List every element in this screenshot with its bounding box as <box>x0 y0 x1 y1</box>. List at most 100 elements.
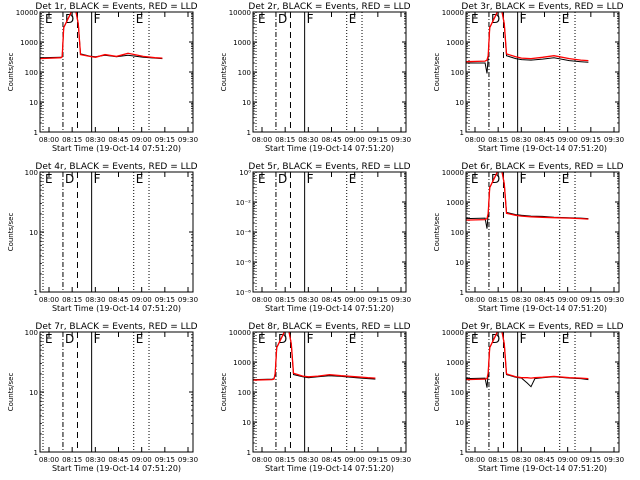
y-tick-label: 1 <box>247 449 251 457</box>
marker-label-E: E <box>45 172 53 186</box>
x-tick-label: 09:00 <box>558 136 578 144</box>
y-axis-label: Counts/sec <box>7 53 15 92</box>
panel-4: Det 4r, BLACK = Events, RED = LLD 1 10 100 0… <box>7 162 198 313</box>
marker-label-E: E <box>562 12 570 26</box>
x-tick-label: 09:00 <box>345 136 365 144</box>
x-tick-label: 09:15 <box>155 456 175 464</box>
y-axis-label: Counts/sec <box>220 373 228 412</box>
marker-label-F: F <box>94 332 101 346</box>
panel-title: Det 1r, BLACK = Events, RED = LLD <box>35 2 197 12</box>
x-tick-label: 08:30 <box>298 296 318 304</box>
x-axis-label: Start Time (19-Oct-14 07:51:20) <box>265 464 394 473</box>
y-axis-label: Counts/sec <box>7 373 15 412</box>
marker-label-D: D <box>278 332 287 346</box>
series-lld <box>466 172 589 221</box>
panel-title: Det 4r, BLACK = Events, RED = LLD <box>35 162 197 172</box>
panel-2: Det 2r, BLACK = Events, RED = LLD 1 10 100 1… <box>220 2 411 153</box>
y-tick-label: 100 <box>451 229 464 237</box>
y-tick-label: 100 <box>238 69 251 77</box>
panel-1: Det 1r, BLACK = Events, RED = LLD 1 10 100 1… <box>7 2 198 153</box>
y-axis-label: Counts/sec <box>433 373 441 412</box>
marker-label-E: E <box>258 332 266 346</box>
y-tick-label: 10000 <box>16 9 38 17</box>
x-tick-label: 08:00 <box>465 296 485 304</box>
y-tick-label: 10⁻⁴ <box>236 229 252 237</box>
y-axis-label: Counts/sec <box>220 53 228 92</box>
marker-label-D: D <box>278 12 287 26</box>
x-tick-label: 08:45 <box>321 456 341 464</box>
y-axis-label: Counts/sec <box>433 213 441 252</box>
x-tick-label: 08:45 <box>321 136 341 144</box>
y-tick-label: 10 <box>242 99 251 107</box>
y-tick-label: 1000 <box>233 39 251 47</box>
x-tick-label: 08:15 <box>488 456 508 464</box>
x-tick-label: 09:15 <box>368 136 388 144</box>
marker-label-F: F <box>520 12 527 26</box>
x-tick-label: 08:45 <box>108 456 128 464</box>
x-axis-label: Start Time (19-Oct-14 07:51:20) <box>478 464 607 473</box>
marker-label-D: D <box>65 172 74 186</box>
x-tick-label: 08:00 <box>39 296 59 304</box>
y-tick-label: 1000 <box>446 359 464 367</box>
panel-5: Det 5r, BLACK = Events, RED = LLD 10⁻⁸ 10⁻… <box>236 162 412 313</box>
y-tick-label: 10000 <box>442 9 464 17</box>
marker-label-D: D <box>491 12 500 26</box>
x-tick-label: 08:00 <box>39 456 59 464</box>
series-events <box>253 332 376 381</box>
series-events <box>40 12 163 60</box>
x-tick-label: 08:00 <box>465 456 485 464</box>
marker-label-D: D <box>65 12 74 26</box>
marker-label-E: E <box>471 332 479 346</box>
x-tick-label: 08:15 <box>275 136 295 144</box>
series-lld <box>40 12 163 60</box>
marker-label-E: E <box>349 332 357 346</box>
marker-label-D: D <box>491 332 500 346</box>
plot-frame <box>39 171 194 293</box>
marker-label-E: E <box>136 12 144 26</box>
x-axis-label: Start Time (19-Oct-14 07:51:20) <box>478 304 607 313</box>
x-axis-label: Start Time (19-Oct-14 07:51:20) <box>52 304 181 313</box>
x-tick-label: 09:00 <box>558 296 578 304</box>
x-tick-label: 09:15 <box>155 296 175 304</box>
y-tick-label: 100 <box>25 69 38 77</box>
x-tick-label: 09:30 <box>391 136 411 144</box>
x-tick-label: 08:45 <box>534 456 554 464</box>
marker-label-F: F <box>94 172 101 186</box>
panel-title: Det 9r, BLACK = Events, RED = LLD <box>461 322 623 332</box>
y-tick-label: 10 <box>29 229 38 237</box>
plot-frame <box>252 331 407 453</box>
marker-label-E: E <box>562 332 570 346</box>
x-tick-label: 08:30 <box>511 296 531 304</box>
y-tick-label: 10⁻⁸ <box>236 289 252 297</box>
y-tick-label: 10000 <box>229 9 251 17</box>
x-tick-label: 08:30 <box>298 136 318 144</box>
marker-label-E: E <box>349 172 357 186</box>
y-tick-label: 10000 <box>229 329 251 337</box>
x-tick-label: 09:30 <box>391 296 411 304</box>
plot-frame <box>252 171 407 293</box>
x-axis-label: Start Time (19-Oct-14 07:51:20) <box>265 144 394 153</box>
plot-frame <box>465 11 620 133</box>
x-tick-label: 08:15 <box>488 296 508 304</box>
y-tick-label: 1000 <box>20 39 38 47</box>
panel-6: Det 6r, BLACK = Events, RED = LLD 1 10 100 1… <box>433 162 624 313</box>
y-tick-label: 10⁻² <box>236 199 252 207</box>
marker-label-D: D <box>278 172 287 186</box>
series-events <box>466 12 589 74</box>
y-tick-label: 1 <box>460 289 464 297</box>
x-tick-label: 09:30 <box>178 136 198 144</box>
marker-label-E: E <box>258 12 266 26</box>
x-tick-label: 08:30 <box>511 456 531 464</box>
x-tick-label: 08:15 <box>488 136 508 144</box>
x-tick-label: 09:15 <box>581 296 601 304</box>
x-tick-label: 08:00 <box>465 136 485 144</box>
x-tick-label: 08:30 <box>85 136 105 144</box>
x-tick-label: 09:00 <box>558 456 578 464</box>
x-tick-label: 08:30 <box>85 456 105 464</box>
x-axis-label: Start Time (19-Oct-14 07:51:20) <box>478 144 607 153</box>
